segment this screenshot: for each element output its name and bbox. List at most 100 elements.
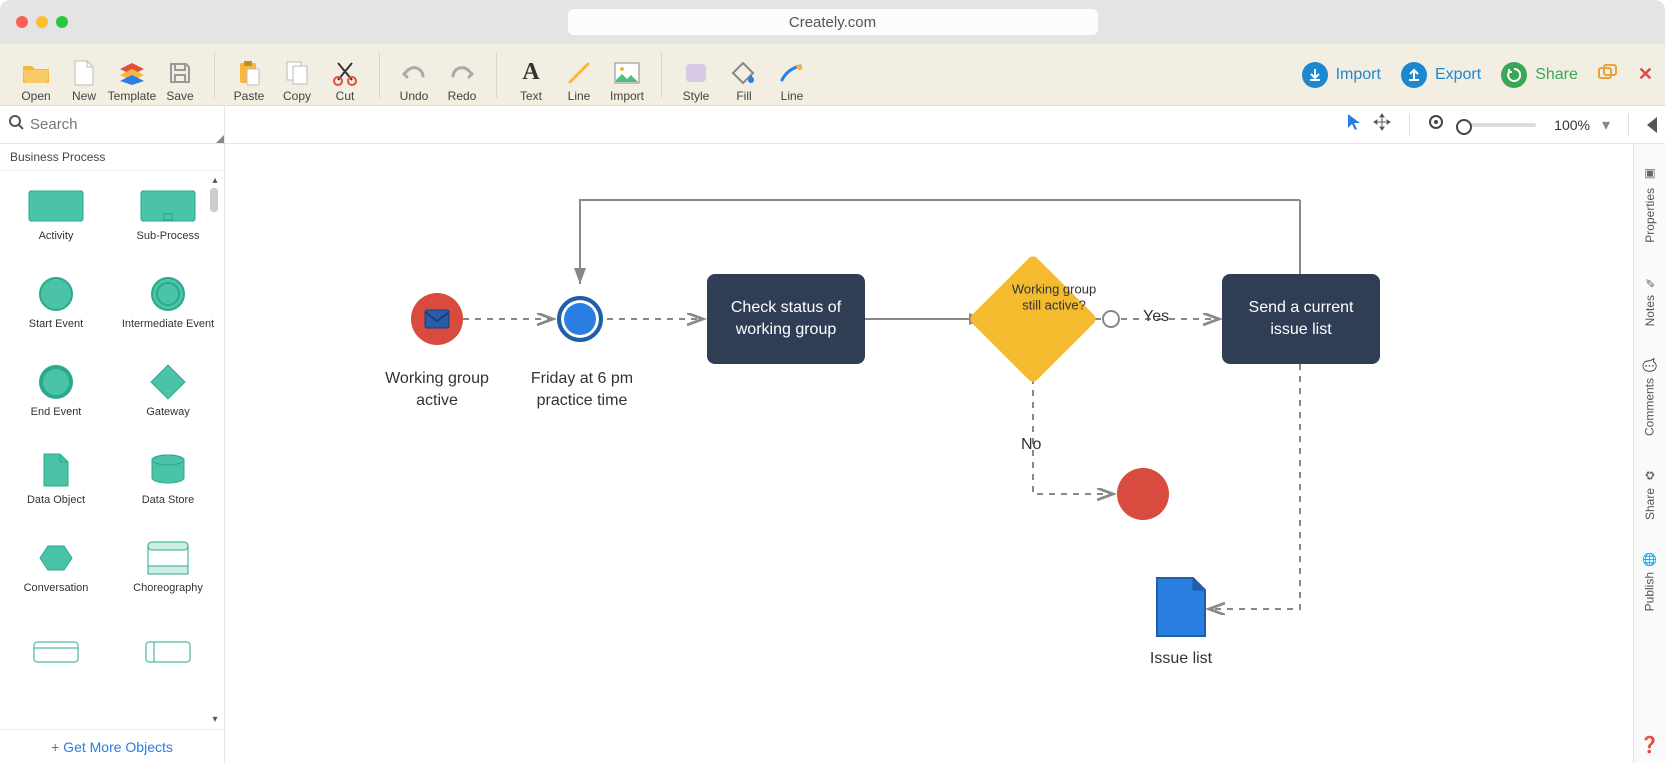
node-timer-event[interactable] bbox=[557, 296, 603, 342]
share-button[interactable]: Share bbox=[1501, 62, 1578, 88]
zoom-target-icon[interactable] bbox=[1428, 114, 1444, 135]
notes-icon: ✎ bbox=[1644, 275, 1654, 289]
node-decision[interactable]: Working group still active? bbox=[987, 273, 1079, 365]
shape-panel: Business Process Activity Sub-Process St… bbox=[0, 144, 225, 763]
fill-button[interactable]: Fill bbox=[720, 47, 768, 103]
connectors bbox=[225, 144, 1633, 763]
minimize-window-icon[interactable] bbox=[36, 16, 48, 28]
comments-icon: 💬 bbox=[1642, 358, 1657, 372]
expand-right-panel-icon[interactable] bbox=[1647, 117, 1657, 133]
close-window-icon[interactable] bbox=[16, 16, 28, 28]
cursor-icon[interactable] bbox=[1347, 113, 1361, 136]
shape-subprocess[interactable]: Sub-Process bbox=[112, 171, 224, 259]
publish-icon: 🌐 bbox=[1642, 552, 1657, 566]
line-button[interactable]: Line bbox=[555, 47, 603, 103]
shape-choreography[interactable]: Choreography bbox=[112, 523, 224, 611]
line-style-button[interactable]: Line bbox=[768, 47, 816, 103]
import-button[interactable]: Import bbox=[1302, 62, 1381, 88]
download-icon bbox=[1302, 62, 1328, 88]
shape-data-store[interactable]: Data Store bbox=[112, 435, 224, 523]
collapse-panel-icon[interactable] bbox=[216, 135, 224, 143]
edge-label-no: No bbox=[1021, 436, 1041, 454]
zoom-slider[interactable] bbox=[1456, 123, 1536, 127]
label-timer: Friday at 6 pm practice time bbox=[517, 368, 647, 411]
timer-icon bbox=[557, 296, 603, 342]
canvas-tools: 100% ▾ bbox=[1347, 106, 1665, 143]
search-icon bbox=[8, 114, 24, 135]
shape-intermediate-event[interactable]: Intermediate Event bbox=[112, 259, 224, 347]
shape-search[interactable] bbox=[0, 106, 225, 143]
url-text: Creately.com bbox=[789, 14, 876, 31]
rail-notes[interactable]: Notes✎ bbox=[1643, 259, 1657, 342]
recycle-icon bbox=[1501, 62, 1527, 88]
node-issue-list-doc[interactable] bbox=[1155, 576, 1207, 643]
shape-start-event[interactable]: Start Event bbox=[0, 259, 112, 347]
rail-properties[interactable]: Properties▣ bbox=[1643, 152, 1657, 259]
text-button[interactable]: A Text bbox=[507, 47, 555, 103]
shape-data-object[interactable]: Data Object bbox=[0, 435, 112, 523]
panel-header: Business Process bbox=[0, 144, 224, 171]
node-check-status[interactable]: Check status of working group bbox=[707, 274, 865, 364]
search-input[interactable] bbox=[24, 116, 216, 133]
main-toolbar: Open New Template Save Paste Copy Cut bbox=[0, 44, 1665, 106]
shape-conversation[interactable]: Conversation bbox=[0, 523, 112, 611]
text-icon: A bbox=[517, 59, 545, 87]
template-icon bbox=[118, 59, 146, 87]
style-icon bbox=[682, 59, 710, 87]
line-icon bbox=[565, 59, 593, 87]
share-icon: ♻ bbox=[1644, 468, 1655, 482]
undo-button[interactable]: Undo bbox=[390, 47, 438, 103]
rail-comments[interactable]: Comments💬 bbox=[1642, 342, 1657, 452]
get-more-objects-button[interactable]: + Get More Objects bbox=[0, 729, 224, 763]
shape-gateway[interactable]: Gateway bbox=[112, 347, 224, 435]
help-icon[interactable]: ❓ bbox=[1640, 727, 1660, 763]
node-end-event[interactable] bbox=[1117, 468, 1169, 520]
document-icon bbox=[1155, 576, 1207, 638]
redo-button[interactable]: Redo bbox=[438, 47, 486, 103]
zoom-level: 100% bbox=[1554, 117, 1590, 133]
cut-button[interactable]: Cut bbox=[321, 47, 369, 103]
undo-icon bbox=[400, 59, 428, 87]
shape-extra-1[interactable] bbox=[0, 611, 112, 699]
node-send-list[interactable]: Send a current issue list bbox=[1222, 274, 1380, 364]
maximize-window-icon[interactable] bbox=[56, 16, 68, 28]
paste-icon bbox=[235, 59, 263, 87]
import-image-button[interactable]: Import bbox=[603, 47, 651, 103]
canvas[interactable]: Working group active Friday at 6 pm prac… bbox=[225, 144, 1633, 763]
new-button[interactable]: New bbox=[60, 47, 108, 103]
copy-button[interactable]: Copy bbox=[273, 47, 321, 103]
paste-button[interactable]: Paste bbox=[225, 47, 273, 103]
message-start-icon bbox=[411, 293, 463, 345]
rail-share[interactable]: Share♻ bbox=[1643, 452, 1657, 536]
shape-extra-2[interactable] bbox=[112, 611, 224, 699]
zoom-dropdown-icon[interactable]: ▾ bbox=[1602, 115, 1610, 135]
pen-icon bbox=[778, 59, 806, 87]
fill-icon bbox=[730, 59, 758, 87]
save-button[interactable]: Save bbox=[156, 47, 204, 103]
copy-icon bbox=[283, 59, 311, 87]
shape-end-event[interactable]: End Event bbox=[0, 347, 112, 435]
label-start: Working group active bbox=[375, 368, 499, 411]
redo-icon bbox=[448, 59, 476, 87]
panel-scrollbar[interactable]: ▴ ▾ bbox=[210, 175, 220, 725]
rail-publish[interactable]: Publish🌐 bbox=[1642, 536, 1657, 627]
shape-activity[interactable]: Activity bbox=[0, 171, 112, 259]
node-start-event[interactable] bbox=[411, 293, 463, 345]
open-button[interactable]: Open bbox=[12, 47, 60, 103]
search-bar-row: 100% ▾ bbox=[0, 106, 1665, 144]
template-button[interactable]: Template bbox=[108, 47, 156, 103]
pan-icon[interactable] bbox=[1373, 113, 1391, 136]
url-bar[interactable]: Creately.com bbox=[568, 9, 1098, 35]
window-controls bbox=[16, 16, 68, 28]
duplicate-icon[interactable] bbox=[1598, 64, 1618, 85]
new-file-icon bbox=[70, 59, 98, 87]
node-intermediate-throw[interactable] bbox=[1102, 310, 1120, 328]
cut-icon bbox=[331, 59, 359, 87]
export-button[interactable]: Export bbox=[1401, 62, 1481, 88]
close-icon[interactable]: ✕ bbox=[1638, 64, 1653, 85]
folder-icon bbox=[22, 59, 50, 87]
upload-icon bbox=[1401, 62, 1427, 88]
style-button[interactable]: Style bbox=[672, 47, 720, 103]
image-icon bbox=[613, 59, 641, 87]
edge-label-yes: Yes bbox=[1143, 308, 1169, 326]
